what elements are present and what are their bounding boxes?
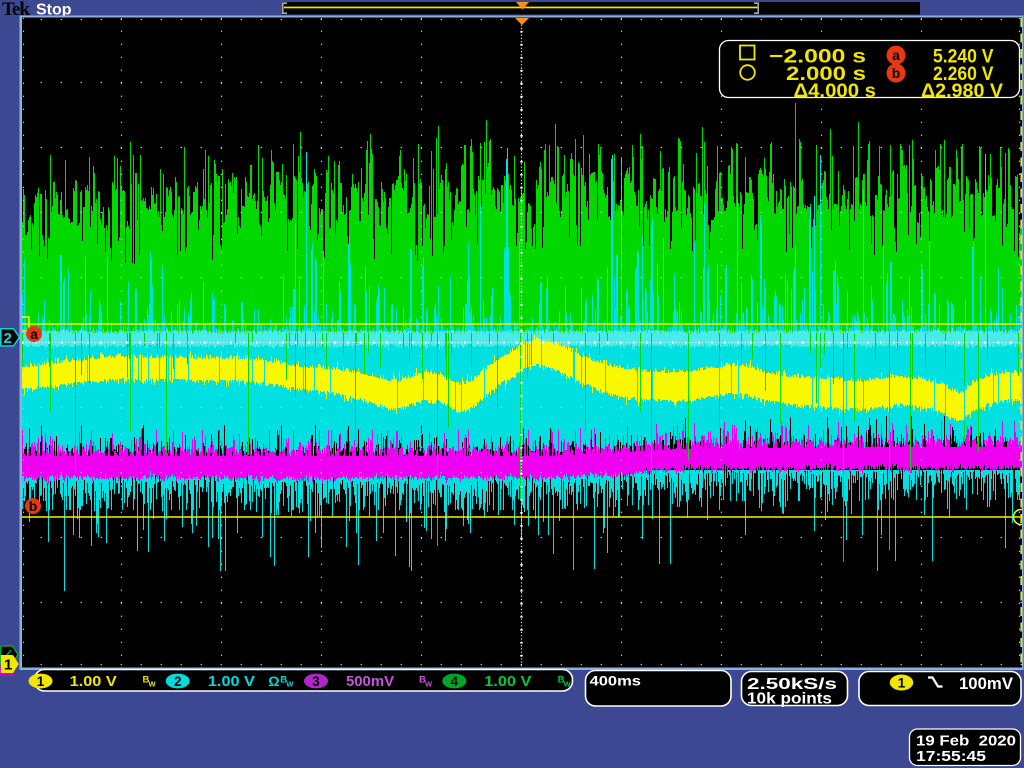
svg-text:19 Feb 2020: 19 Feb 2020 xyxy=(916,733,1016,750)
svg-text:5.240 V: 5.240 V xyxy=(933,46,994,68)
svg-text:b: b xyxy=(29,498,38,514)
svg-text:400ms: 400ms xyxy=(590,673,642,689)
svg-text:B: B xyxy=(143,675,150,686)
svg-text:3: 3 xyxy=(312,674,320,689)
svg-text:Ω: Ω xyxy=(268,673,279,689)
svg-text:W: W xyxy=(425,680,433,689)
svg-text:a: a xyxy=(30,326,38,342)
svg-text:1.00 V: 1.00 V xyxy=(208,673,255,690)
svg-text:Tek: Tek xyxy=(2,0,30,20)
svg-text:2: 2 xyxy=(4,330,12,347)
svg-text:1.00 V: 1.00 V xyxy=(484,673,531,690)
svg-text:W: W xyxy=(286,680,294,689)
svg-text:10k points: 10k points xyxy=(747,691,832,708)
svg-text:1: 1 xyxy=(898,676,906,691)
svg-text:W: W xyxy=(149,680,157,689)
svg-text:W: W xyxy=(564,680,572,689)
svg-text:2: 2 xyxy=(174,674,182,689)
svg-text:Δ4.000 s: Δ4.000 s xyxy=(794,80,877,102)
svg-text:1: 1 xyxy=(37,674,45,689)
svg-text:1.00 V: 1.00 V xyxy=(70,673,117,690)
svg-text:1: 1 xyxy=(4,657,12,674)
svg-text:17:55:45: 17:55:45 xyxy=(916,748,986,765)
svg-text:Stop: Stop xyxy=(36,2,72,19)
svg-text:100mV: 100mV xyxy=(959,675,1013,693)
svg-text:Δ2.980 V: Δ2.980 V xyxy=(921,80,1003,102)
svg-text:−2.000 s: −2.000 s xyxy=(769,46,866,68)
svg-text:B: B xyxy=(558,675,565,686)
svg-text:a: a xyxy=(892,47,900,63)
svg-text:2.50kS/s: 2.50kS/s xyxy=(747,676,837,693)
svg-text:b: b xyxy=(892,65,901,81)
svg-text:4: 4 xyxy=(451,674,459,689)
svg-text:B: B xyxy=(419,675,426,686)
svg-text:2.260 V: 2.260 V xyxy=(933,63,994,85)
svg-text:B: B xyxy=(280,675,287,686)
svg-text:500mV: 500mV xyxy=(346,673,394,690)
svg-text:2.000 s: 2.000 s xyxy=(786,63,866,85)
